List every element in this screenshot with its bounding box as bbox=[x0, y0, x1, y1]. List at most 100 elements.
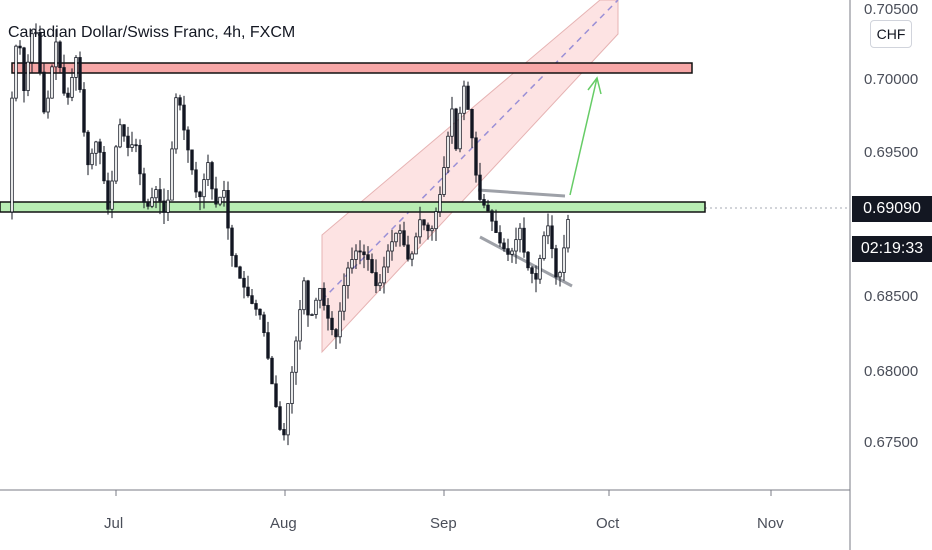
candle-body bbox=[538, 258, 542, 280]
candle-body bbox=[190, 149, 194, 171]
wedge-upper-line[interactable] bbox=[477, 188, 566, 198]
candle-body bbox=[198, 191, 202, 198]
last-price-tag: 0.69090 bbox=[852, 196, 932, 222]
candle-body bbox=[278, 406, 282, 430]
y-tick-label: 0.70500 bbox=[864, 1, 918, 18]
candle-body bbox=[498, 232, 502, 244]
ascending-channel[interactable] bbox=[321, 0, 619, 354]
candle-body bbox=[494, 220, 498, 233]
y-tick-label: 0.68000 bbox=[864, 363, 918, 380]
y-tick-label: 0.70000 bbox=[864, 71, 918, 88]
candle-body bbox=[426, 224, 430, 232]
candle-body bbox=[130, 144, 134, 148]
candle-body bbox=[162, 200, 166, 213]
candle-body bbox=[486, 204, 490, 212]
candle-body bbox=[182, 104, 186, 131]
candle-body bbox=[46, 97, 50, 113]
candle-body bbox=[398, 230, 402, 234]
candle-body bbox=[534, 273, 538, 280]
candle-body bbox=[22, 47, 26, 92]
candle-body bbox=[106, 180, 110, 210]
y-tick-label: 0.67500 bbox=[864, 434, 918, 451]
candle-body bbox=[38, 31, 42, 73]
x-tick-label: Sep bbox=[430, 515, 457, 532]
candle-body bbox=[402, 230, 406, 246]
candle-body bbox=[158, 189, 162, 202]
y-tick-label: 0.69500 bbox=[864, 144, 918, 161]
candle-body bbox=[510, 250, 514, 255]
candle-body bbox=[466, 85, 470, 110]
candle-body bbox=[394, 232, 398, 243]
candle-body bbox=[418, 219, 422, 238]
candle-body bbox=[558, 272, 562, 278]
projection-arrow[interactable] bbox=[569, 77, 598, 196]
candle-body bbox=[166, 199, 170, 213]
x-tick-label: Nov bbox=[757, 515, 784, 532]
candle-body bbox=[434, 211, 438, 230]
candle-body bbox=[562, 247, 566, 273]
candle-body bbox=[74, 57, 78, 78]
candle-body bbox=[186, 129, 190, 151]
candle-body bbox=[54, 41, 58, 68]
candle-body bbox=[362, 251, 366, 256]
candle-body bbox=[126, 135, 130, 148]
candle-body bbox=[266, 332, 270, 359]
candle-body bbox=[246, 286, 250, 297]
candle-body bbox=[474, 137, 478, 176]
candle-body bbox=[222, 190, 226, 198]
candle-body bbox=[14, 45, 18, 99]
candle-body bbox=[70, 77, 74, 98]
candle-body bbox=[550, 225, 554, 250]
candle-body bbox=[274, 383, 278, 408]
candle-body bbox=[170, 148, 174, 201]
candle-body bbox=[502, 242, 506, 250]
candle-body bbox=[458, 112, 462, 150]
candle-body bbox=[42, 71, 46, 113]
candle-body bbox=[294, 340, 298, 373]
candle-body bbox=[102, 151, 106, 182]
candle-body bbox=[490, 210, 494, 222]
candle-body bbox=[98, 141, 102, 153]
candle-body bbox=[286, 403, 290, 436]
candle-body bbox=[26, 61, 30, 92]
candle-body bbox=[306, 280, 310, 316]
projection-arrow-head bbox=[587, 76, 602, 95]
candle-body bbox=[34, 31, 38, 35]
candle-body bbox=[150, 197, 154, 207]
support-zone[interactable] bbox=[0, 201, 706, 213]
candle-body bbox=[258, 308, 262, 316]
candlestick-series bbox=[10, 23, 570, 446]
candle-body bbox=[194, 169, 198, 193]
candle-body bbox=[462, 85, 466, 114]
candle-body bbox=[282, 429, 286, 436]
candle-body bbox=[50, 66, 54, 99]
candle-body bbox=[442, 167, 446, 195]
candle-body bbox=[142, 173, 146, 203]
x-tick-label: Aug bbox=[270, 515, 297, 532]
candle-body bbox=[146, 201, 150, 207]
resistance-zone[interactable] bbox=[11, 62, 693, 74]
candle-body bbox=[234, 255, 238, 268]
currency-label[interactable]: CHF bbox=[870, 20, 912, 48]
candle-body bbox=[414, 236, 418, 255]
candle-body bbox=[66, 92, 70, 98]
candle-body bbox=[526, 251, 530, 269]
wedge-lower-line[interactable] bbox=[479, 235, 573, 288]
candle-body bbox=[134, 144, 138, 147]
candle-body bbox=[478, 174, 482, 200]
candle-body bbox=[250, 295, 254, 304]
candle-body bbox=[242, 277, 246, 288]
candle-body bbox=[386, 250, 390, 268]
candle-body bbox=[10, 97, 14, 213]
candle-body bbox=[422, 219, 426, 226]
candle-body bbox=[470, 109, 474, 139]
candle-body bbox=[350, 259, 354, 269]
candle-body bbox=[178, 97, 182, 106]
candle-body bbox=[314, 299, 318, 315]
candle-body bbox=[522, 227, 526, 253]
candle-body bbox=[378, 282, 382, 287]
candle-body bbox=[454, 108, 458, 150]
candle-body bbox=[546, 225, 550, 237]
candle-body bbox=[406, 244, 410, 260]
